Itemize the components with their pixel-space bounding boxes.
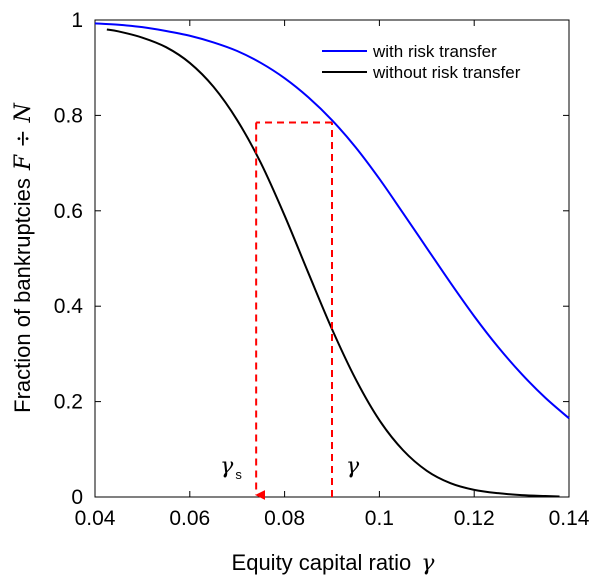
gamma-s-subscript: s — [235, 467, 242, 482]
series-line-with-risk-transfer — [94, 22, 570, 420]
y-axis-label: Fraction of bankruptcies F ÷ N — [10, 102, 36, 412]
y-tick-label: 0.2 — [54, 391, 83, 414]
y-axis-label-text: Fraction of bankruptcies — [10, 178, 35, 413]
x-tick-label: 0.04 — [75, 507, 116, 530]
y-tick-label: 1 — [71, 9, 83, 32]
x-tick-label: 0.06 — [169, 507, 210, 530]
x-tick-label: 0.12 — [454, 507, 495, 530]
series-layer — [94, 22, 570, 498]
annotation-layer: γ γ s — [220, 121, 360, 500]
y-axis-label-symbol: F ÷ N — [11, 102, 36, 171]
plot-area-frame — [94, 19, 570, 498]
x-axis-label-text: Equity capital ratio — [232, 550, 412, 575]
x-tick-label: 0.14 — [549, 507, 590, 530]
legend-label-without-risk-transfer: without risk transfer — [372, 63, 521, 82]
y-tick-label: 0.4 — [54, 295, 84, 318]
y-tick-label: 0 — [71, 486, 83, 509]
y-tick-label: 0.8 — [54, 104, 83, 127]
y-tick-label: 0.6 — [54, 200, 83, 223]
x-axis-label-symbol: γ — [421, 551, 435, 576]
legend-label-with-risk-transfer: with risk transfer — [372, 42, 497, 61]
y-axis-ticks: 0 0.2 0.4 0.6 0.8 1 — [54, 9, 569, 509]
x-axis-label: Equity capital ratio γ — [232, 550, 436, 576]
series-line-without-risk-transfer — [106, 28, 560, 498]
x-tick-label: 0.1 — [365, 507, 394, 530]
x-tick-label: 0.08 — [264, 507, 305, 530]
x-axis-ticks: 0.04 0.06 0.08 0.1 0.12 0.14 — [75, 20, 590, 530]
gamma-annotation: γ — [346, 454, 360, 479]
legend: with risk transfer without risk transfer — [322, 42, 521, 82]
